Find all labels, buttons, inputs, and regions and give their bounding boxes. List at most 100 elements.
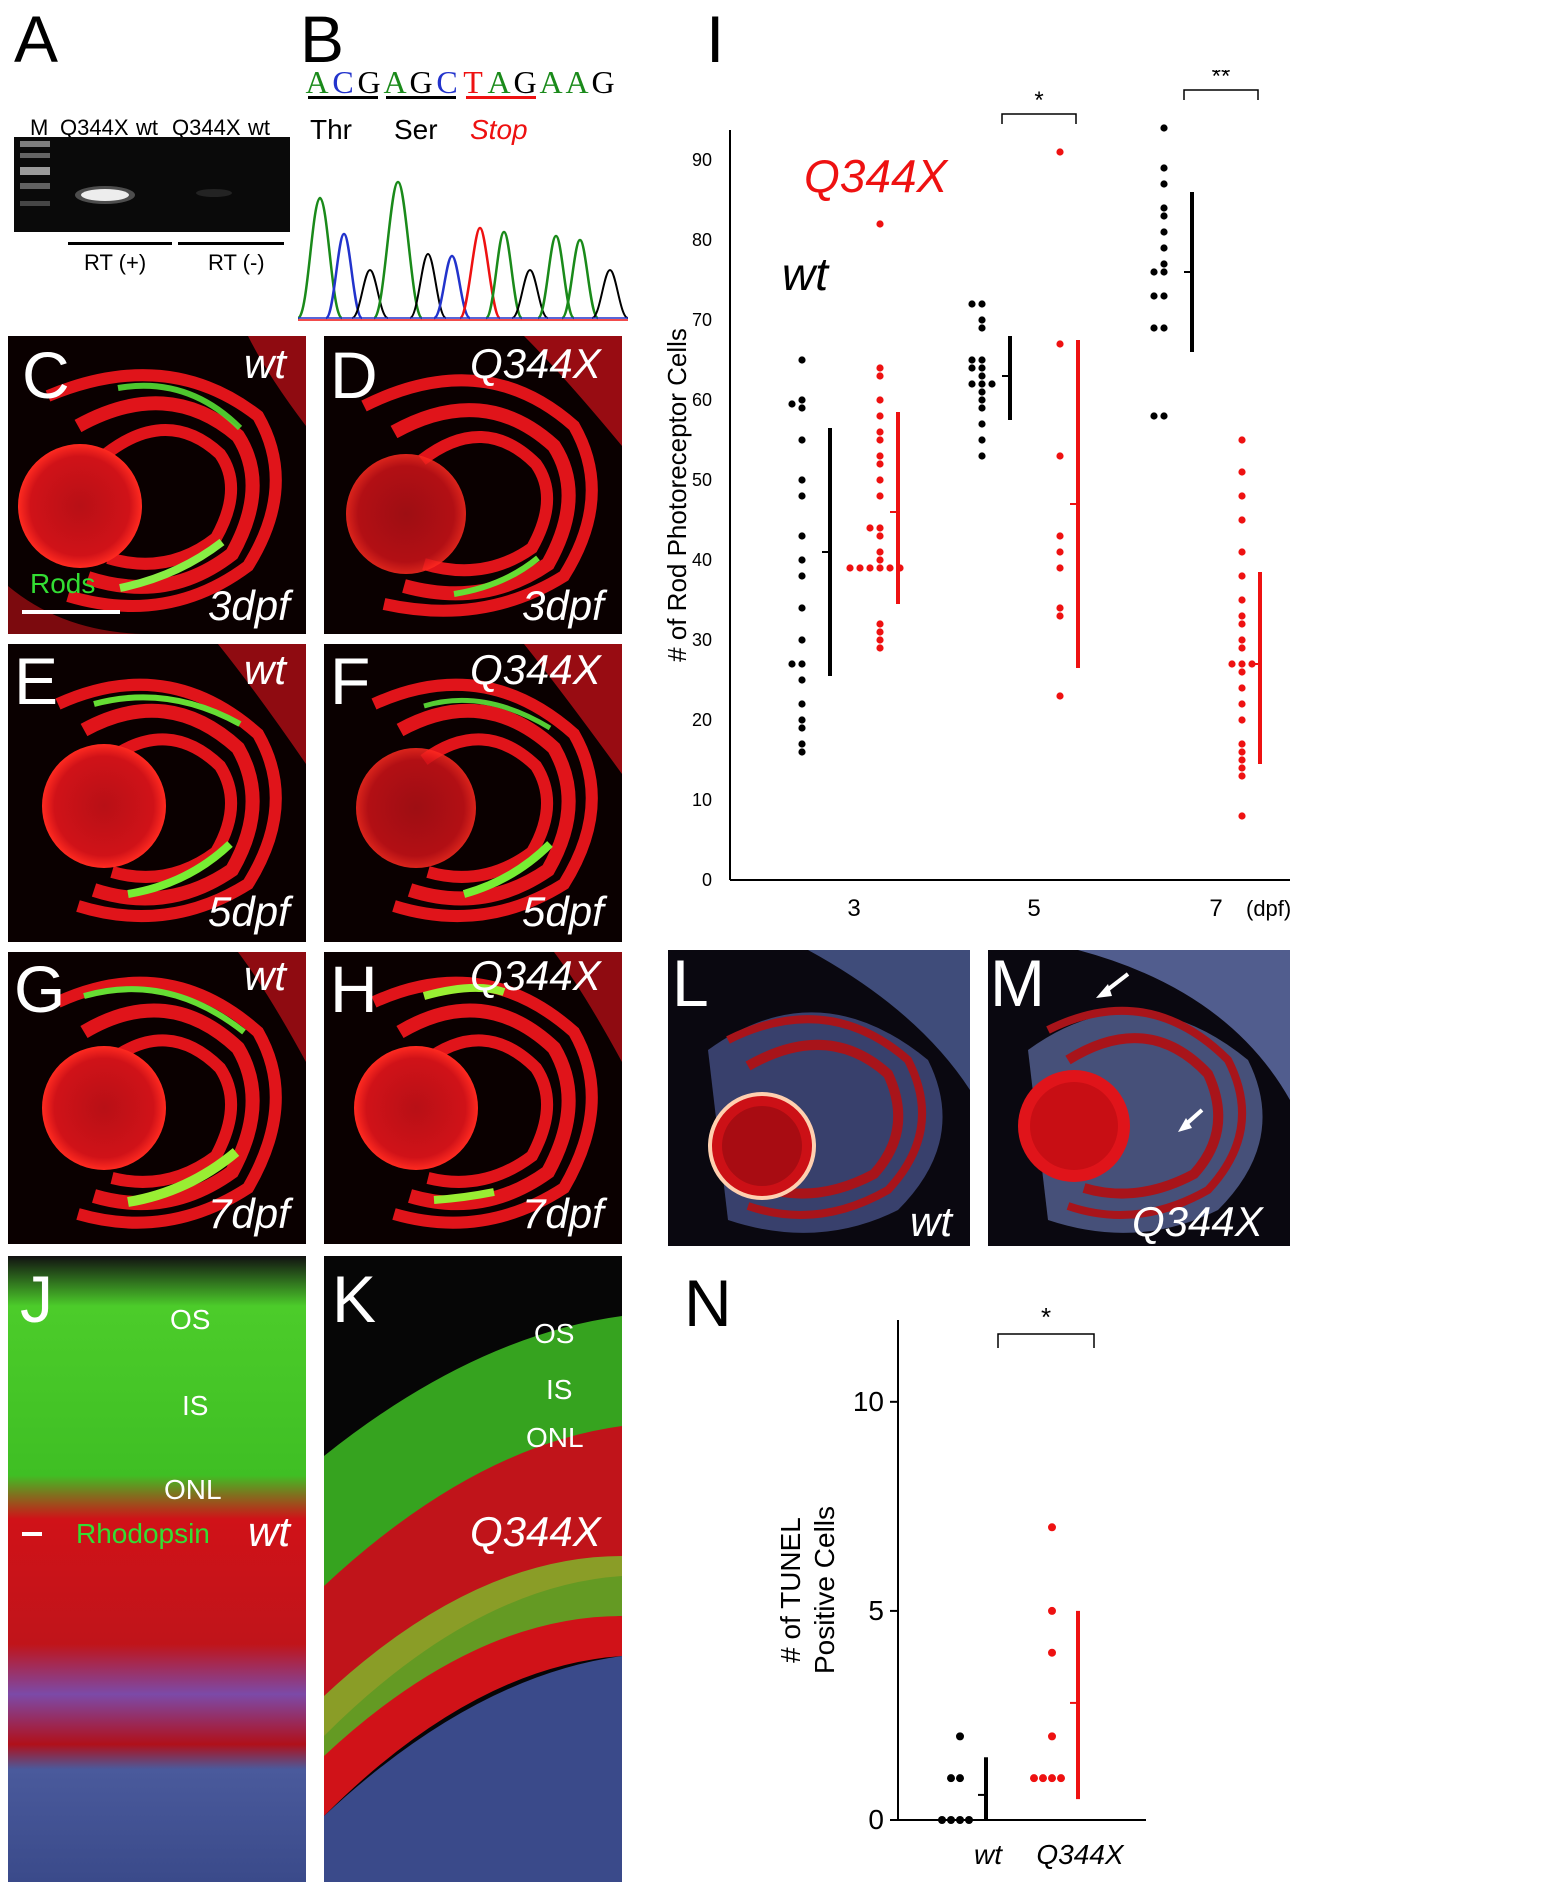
sequence-base: A [383, 64, 407, 100]
data-point-wt [956, 1816, 964, 1824]
y-tick-label: 10 [692, 790, 712, 810]
data-point-wt [978, 396, 986, 404]
sequence-base: G [409, 64, 433, 100]
data-point-q344x [886, 564, 894, 572]
y-tick-label: 5 [868, 1595, 884, 1626]
layer-is-k: IS [546, 1374, 573, 1405]
gel-image [14, 137, 290, 232]
sequence-base: G [591, 64, 615, 100]
rt-plus-bracket [68, 242, 172, 245]
data-point-q344x [876, 372, 884, 380]
codon-underline-thr [308, 96, 378, 99]
data-point-wt [947, 1816, 955, 1824]
data-point-q344x [1238, 772, 1246, 780]
data-point-q344x [876, 412, 884, 420]
panel-c-label: C [22, 338, 70, 412]
data-point-wt [978, 324, 986, 332]
data-point-wt [956, 1774, 964, 1783]
data-point-q344x [876, 364, 884, 372]
data-point-q344x [1056, 692, 1064, 700]
y-tick-label: 40 [692, 550, 712, 570]
data-point-q344x [876, 476, 884, 484]
x-tick-label: wt [974, 1839, 1003, 1870]
panel-h-stage: 7dpf [522, 1190, 604, 1237]
panel-m-label: M [990, 946, 1045, 1020]
significance-star: * [1041, 1302, 1051, 1332]
panel-f-genotype: Q344X [470, 646, 601, 693]
data-point-q344x [876, 396, 884, 404]
data-point-q344x [876, 556, 884, 564]
y-tick-label: 0 [868, 1804, 884, 1835]
rod-count-chart: 0 10 20 30 40 50 60 70 80 90 3 5 7 (dpf) # of Rod Phot… [662, 70, 1291, 922]
data-point-wt [1160, 180, 1168, 188]
significance-bracket [997, 1333, 1095, 1348]
data-point-q344x [1238, 620, 1246, 628]
data-point-wt [978, 420, 986, 428]
data-point-wt [1160, 244, 1168, 252]
data-point-wt [978, 404, 986, 412]
data-point-q344x [1238, 644, 1246, 652]
data-point-wt [1150, 324, 1158, 332]
micrograph-d [324, 336, 622, 634]
panel-k-label: K [332, 1262, 377, 1336]
data-point-wt [938, 1816, 946, 1824]
data-point-q344x [1057, 1774, 1065, 1783]
data-point-wt [1160, 124, 1168, 132]
sequence-base: C [332, 64, 354, 100]
data-point-q344x [1238, 764, 1246, 772]
gel-lane-label: wt [248, 115, 270, 140]
data-point-wt [978, 372, 986, 380]
data-point-q344x [1238, 812, 1246, 820]
codon-underline-ser [386, 96, 456, 99]
data-point-wt [1160, 260, 1168, 268]
micrograph-f [324, 644, 622, 942]
data-point-q344x [1238, 516, 1246, 524]
micrograph-l [668, 950, 970, 1246]
codon-label-stop: Stop [470, 114, 528, 145]
data-point-wt [1160, 212, 1168, 220]
micrograph-m [988, 950, 1290, 1246]
x-unit-label: (dpf) [1246, 896, 1291, 921]
data-point-wt [798, 532, 806, 540]
data-point-q344x [1039, 1774, 1047, 1783]
significance-bracket [1001, 113, 1077, 124]
y-tick-label: 10 [853, 1386, 884, 1417]
panel-h-genotype: Q344X [470, 952, 601, 999]
data-point-q344x [1048, 1523, 1056, 1532]
data-point-wt [798, 700, 806, 708]
micrograph-c [8, 336, 306, 634]
rt-minus-label: RT (-) [208, 250, 265, 275]
panel-i-label: I [706, 2, 725, 76]
data-point-q344x [1030, 1774, 1038, 1783]
data-point-q344x [876, 452, 884, 460]
data-point-wt [965, 1816, 973, 1824]
sequence-base: T [463, 64, 483, 100]
gel-lane-label: M [30, 115, 49, 140]
data-point-wt [978, 388, 986, 396]
panel-k-genotype: Q344X [470, 1508, 601, 1555]
y-tick-label: 80 [692, 230, 712, 250]
panel-j-genotype: wt [248, 1508, 290, 1555]
data-point-q344x [876, 220, 884, 228]
x-tick-label: Q344X [1036, 1839, 1124, 1870]
data-point-wt [798, 660, 806, 668]
data-point-q344x [1238, 492, 1246, 500]
layer-onl-j: ONL [164, 1474, 222, 1505]
legend-q344x-label: Q344X [804, 150, 950, 202]
data-point-wt [978, 364, 986, 372]
data-point-q344x [1056, 148, 1064, 156]
y-tick-label: 90 [692, 150, 712, 170]
panel-m-genotype: Q344X [1132, 1198, 1263, 1245]
y-tick-label: 20 [692, 710, 712, 730]
sequence-text: A C GAG C T AGAAG [304, 64, 616, 101]
data-point-wt [798, 492, 806, 500]
data-point-q344x [1238, 468, 1246, 476]
sequence-base: A [487, 64, 511, 100]
data-point-wt [1150, 412, 1158, 420]
rt-minus-bracket [178, 242, 284, 245]
data-point-wt [798, 748, 806, 756]
data-point-wt [798, 556, 806, 564]
data-point-wt [798, 724, 806, 732]
data-point-q344x [876, 628, 884, 636]
panel-d-stage: 3dpf [522, 582, 604, 629]
